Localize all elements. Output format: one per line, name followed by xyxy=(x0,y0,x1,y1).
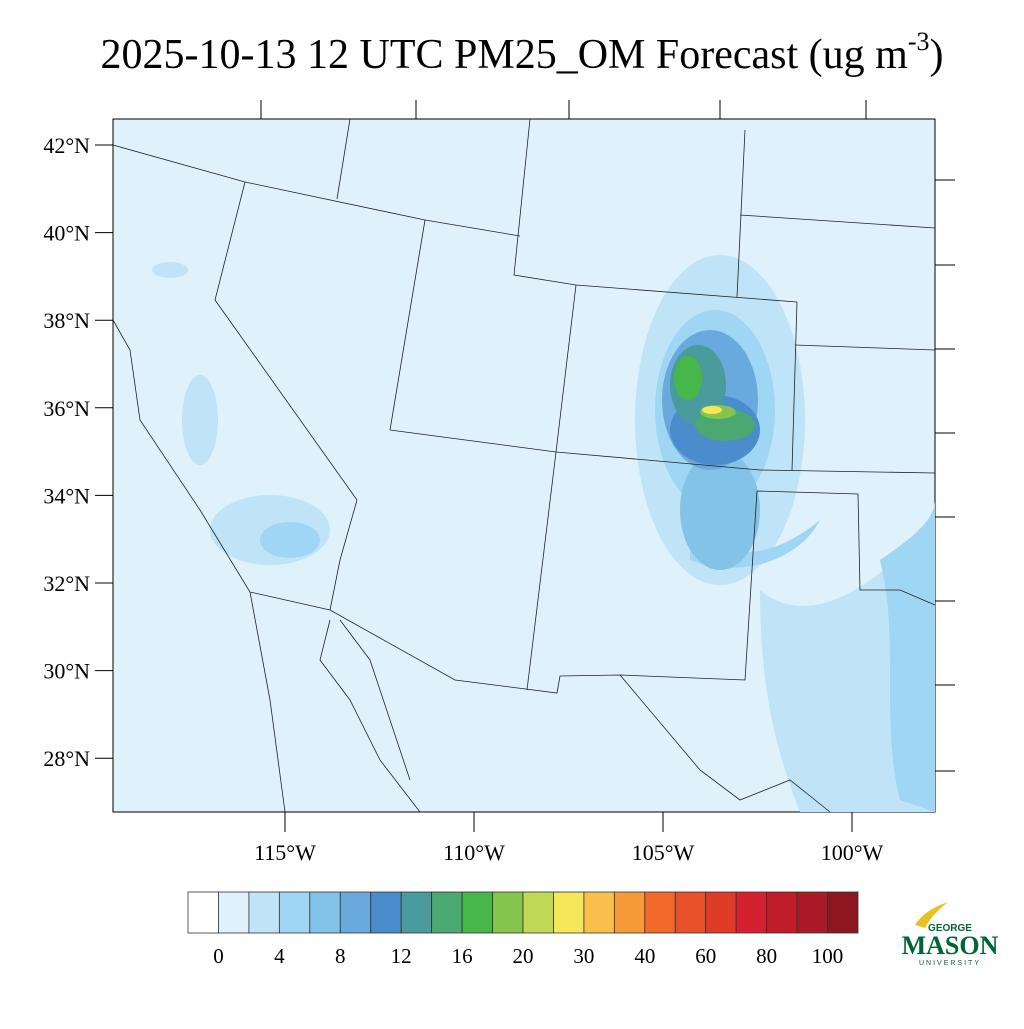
colorbar-box xyxy=(248,891,280,934)
lat-label: 38°N xyxy=(43,308,90,333)
colorbar-label: 0 xyxy=(213,944,224,968)
colorbar-box xyxy=(187,891,219,934)
colorbar-box xyxy=(431,891,463,934)
colorbar-label: 16 xyxy=(452,944,473,968)
title-end: ) xyxy=(929,32,943,78)
colorbar-box xyxy=(400,891,433,934)
lon-label: 115°W xyxy=(254,840,316,865)
concentration-field xyxy=(152,255,935,812)
colorbar-box xyxy=(613,891,646,934)
colorbar-box xyxy=(218,891,250,934)
logo: GEORGE MASON UNIVERSITY xyxy=(902,902,999,967)
colorbar-box xyxy=(492,891,524,934)
lat-label: 36°N xyxy=(43,396,90,421)
title-sup: -3 xyxy=(908,27,930,56)
colorbar-label: 8 xyxy=(335,944,346,968)
lat-label: 40°N xyxy=(43,221,90,246)
colorbar-box xyxy=(309,891,341,934)
lon-label: 105°W xyxy=(632,840,695,865)
logo-name: MASON xyxy=(902,931,999,960)
colorbar-label: 20 xyxy=(513,944,534,968)
colorbar-box xyxy=(553,891,585,934)
colorbar-label: 80 xyxy=(756,944,777,968)
title-main: 2025-10-13 12 UTC PM25_OM Forecast (ug m xyxy=(101,32,909,78)
lon-label: 100°W xyxy=(821,840,884,865)
lat-label: 42°N xyxy=(43,133,90,158)
borders xyxy=(112,118,936,813)
frame-ticks xyxy=(260,100,955,772)
colorbar-box xyxy=(644,891,676,934)
colorbar-box xyxy=(339,891,372,934)
colorbar-box xyxy=(522,891,554,934)
lat-label: 32°N xyxy=(43,571,90,596)
title: 2025-10-13 12 UTC PM25_OM Forecast (ug m… xyxy=(101,27,944,78)
colorbar-label: 40 xyxy=(634,944,655,968)
colorbar-box xyxy=(796,891,828,934)
map xyxy=(112,100,955,813)
colorbar-box xyxy=(827,891,859,934)
colorbar-box xyxy=(278,891,311,934)
logo-top: GEORGE xyxy=(928,923,972,934)
lat-label: 30°N xyxy=(43,659,90,684)
colorbar-box xyxy=(735,891,768,934)
lat-label: 34°N xyxy=(43,483,90,508)
lat-label: 28°N xyxy=(43,746,90,771)
lon-label: 110°W xyxy=(443,840,505,865)
colorbar-label: 100 xyxy=(812,944,844,968)
colorbar-label: 60 xyxy=(695,944,716,968)
colorbar-box xyxy=(705,891,737,934)
colorbar-label: 12 xyxy=(391,944,412,968)
colorbar-box xyxy=(461,891,493,934)
colorbar-box xyxy=(766,891,798,934)
logo-bottom: UNIVERSITY xyxy=(919,960,981,967)
colorbar-box xyxy=(583,891,615,934)
colorbar-box xyxy=(674,891,707,934)
colorbar-box xyxy=(370,891,402,934)
colorbar-label: 4 xyxy=(274,944,285,968)
colorbar-label: 30 xyxy=(573,944,594,968)
